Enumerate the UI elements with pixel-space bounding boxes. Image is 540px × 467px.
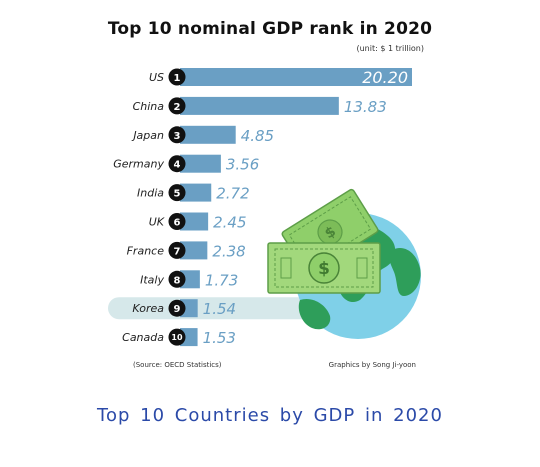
rank-number: 6 [174,218,181,229]
rank-badge [168,97,186,115]
category-label: UK [149,216,165,229]
category-label: Japan [131,129,164,142]
category-label: US [149,71,164,84]
rank-number: 8 [174,275,181,286]
graphics-credit: Graphics by Song Ji-yoon [328,361,416,369]
svg-text:$: $ [318,259,330,279]
rank-number: 10 [171,333,183,342]
value-label: 13.83 [344,98,387,116]
category-label: Canada [122,331,164,344]
value-label: 4.85 [241,127,274,145]
rank-number: 3 [174,131,181,142]
value-label: 1.54 [203,300,236,318]
bar [180,241,208,260]
rank-badge [168,299,186,317]
bar [180,212,209,231]
category-label: China [133,100,165,113]
rank-number: 7 [174,246,181,257]
category-label: Korea [132,302,164,315]
value-label: 1.53 [203,329,236,347]
value-label: 2.72 [216,185,249,203]
category-label: France [127,244,165,257]
category-label: Germany [113,158,164,171]
rank-badge [168,241,186,259]
bar [180,154,221,173]
bar [180,299,198,318]
category-label: India [137,187,164,200]
rank-badge [168,328,186,346]
bar [180,125,236,144]
value-label: 3.56 [226,156,259,174]
value-label: 20.20 [362,68,408,87]
highlight-band [108,297,330,320]
gdp-bar-chart: $ $ US 1 20.20 China 2 13.83 Japan 3 4.85 Germany… [108,68,421,347]
unit-note: (unit: $ 1 trillion) [356,44,424,53]
rank-number: 2 [174,102,181,113]
rank-number: 5 [174,189,181,200]
bar [180,328,198,347]
source-note: (Source: OECD Statistics) [133,361,222,369]
bar [180,183,212,202]
rank-badge [168,184,186,202]
rank-badge [168,126,186,144]
rank-badge [168,68,186,86]
rank-number: 9 [174,304,181,315]
bar [180,68,412,86]
figure-caption: Top 10 Countries by GDP in 2020 [97,405,443,426]
rank-number: 1 [174,73,181,84]
bar [180,96,339,115]
rank-badge [168,270,186,288]
value-label: 2.38 [212,242,245,260]
bar [180,270,200,289]
chart-title: Top 10 nominal GDP rank in 2020 [107,19,433,39]
category-label: Italy [140,273,164,286]
rank-badge [168,155,186,173]
value-label: 2.45 [213,214,246,232]
value-label: 1.73 [205,271,238,289]
rank-number: 4 [174,160,181,171]
rank-badge [168,213,186,230]
globe-with-dollar-bills-icon: $ $ [267,188,421,339]
